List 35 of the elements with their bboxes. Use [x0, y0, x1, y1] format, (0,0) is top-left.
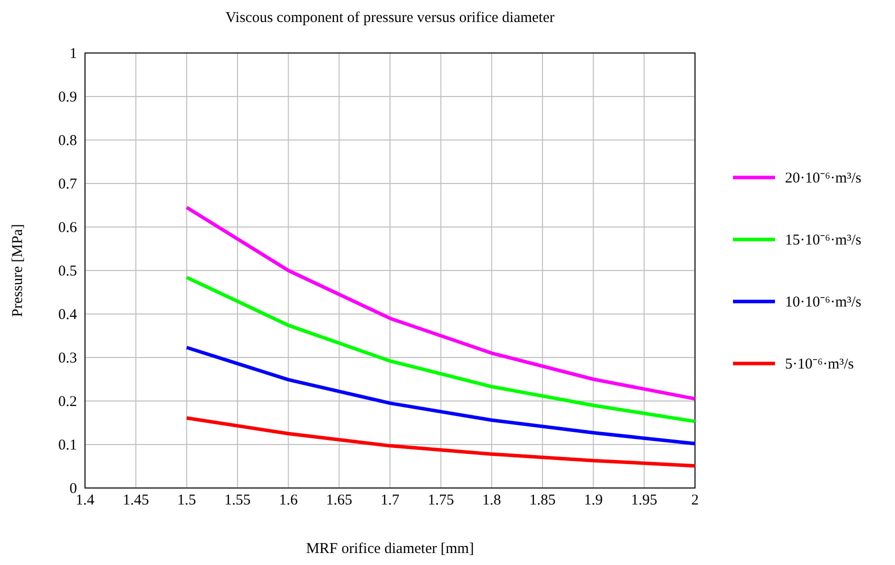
- y-axis-title: Pressure [MPa]: [10, 224, 26, 317]
- x-tick-label: 1.7: [380, 492, 400, 509]
- x-tick-label: 1.5: [177, 492, 196, 509]
- legend-label: 10·10⁻⁶·m³/s: [785, 294, 862, 310]
- legend-label: 15·10⁻⁶·m³/s: [785, 232, 862, 248]
- line-series: [184, 276, 697, 424]
- x-tick-label: 1.9: [584, 492, 603, 509]
- line-series: [184, 346, 697, 446]
- y-tick-label: 1: [70, 46, 77, 62]
- legend-label: 20·10⁻⁶·m³/s: [785, 170, 862, 186]
- y-tick-label: 0.5: [58, 263, 77, 280]
- legend-label: 5·10⁻⁶·m³/s: [785, 356, 854, 372]
- x-axis-title: MRF orifice diameter [mm]: [306, 541, 474, 557]
- y-tick-label: 0.1: [58, 437, 77, 454]
- x-tick-label: 1.8: [482, 492, 502, 509]
- y-tick-label: 0.7: [58, 176, 78, 192]
- y-tick-label: 0.8: [58, 132, 77, 149]
- y-tick-label: 0: [70, 480, 77, 497]
- chart-title: Viscous component of pressure versus orifice diameter: [226, 10, 554, 26]
- line-series: [184, 206, 697, 401]
- x-tick-label: 1.45: [122, 492, 149, 509]
- y-tick-label: 0.3: [58, 350, 77, 366]
- x-tick-label: 1.85: [529, 492, 556, 509]
- y-tick-label: 0.4: [58, 306, 78, 323]
- y-tick-label: 0.9: [58, 89, 77, 106]
- y-tick-label: 0.2: [58, 394, 77, 410]
- x-tick-label: 1.65: [326, 492, 352, 509]
- x-tick-label: 1.4: [76, 492, 95, 509]
- line-series: [184, 416, 697, 468]
- x-tick-label: 1.55: [224, 492, 251, 509]
- x-tick-label: 2: [691, 492, 699, 509]
- x-tick-label: 1.6: [278, 492, 298, 509]
- x-tick-label: 1.95: [631, 492, 658, 509]
- x-tick-label: 1.75: [428, 492, 454, 509]
- y-tick-label: 0.6: [58, 220, 78, 236]
